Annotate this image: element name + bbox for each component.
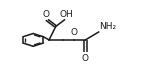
Text: O: O [42,10,49,19]
Text: O: O [71,28,78,37]
Text: NH₂: NH₂ [99,22,116,31]
Text: O: O [82,55,89,64]
Text: OH: OH [60,10,74,19]
